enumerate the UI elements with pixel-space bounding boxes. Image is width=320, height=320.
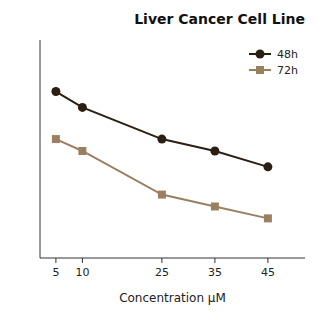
series-marker (52, 135, 60, 143)
legend-marker (256, 66, 264, 74)
x-tick (161, 258, 162, 263)
series-marker (78, 147, 86, 155)
series-marker (211, 202, 219, 210)
legend: 48h72h (249, 48, 298, 77)
y-axis-line (40, 40, 41, 258)
plot-area (51, 87, 272, 222)
x-tick-label: 5 (52, 266, 59, 279)
series-marker (210, 146, 219, 155)
series-line (56, 139, 268, 218)
x-axis-line (40, 258, 305, 259)
series-marker (51, 87, 60, 96)
series-marker (264, 214, 272, 222)
series-line (56, 92, 268, 167)
series-marker (78, 103, 87, 112)
x-tick (214, 258, 215, 263)
x-axis-label: Concentration μM (119, 291, 226, 305)
chart-svg: 5 10 25 35 45 Liver Cancer Cell Line Concentra… (0, 0, 320, 320)
x-tick (55, 258, 56, 263)
series-marker (263, 162, 272, 171)
chart-title: Liver Cancer Cell Line (134, 11, 305, 27)
legend-marker (256, 50, 265, 59)
series-marker (157, 135, 166, 144)
x-tick (267, 258, 268, 263)
x-tick (82, 258, 83, 263)
legend-label: 48h (277, 48, 298, 61)
legend-label: 72h (277, 64, 298, 77)
x-tick-label: 25 (155, 266, 169, 279)
x-tick-label: 35 (208, 266, 222, 279)
chart-container: 5 10 25 35 45 Liver Cancer Cell Line Concentra… (0, 0, 320, 320)
x-tick-label: 45 (261, 266, 275, 279)
x-tick-label: 10 (75, 266, 89, 279)
series-marker (158, 191, 166, 199)
